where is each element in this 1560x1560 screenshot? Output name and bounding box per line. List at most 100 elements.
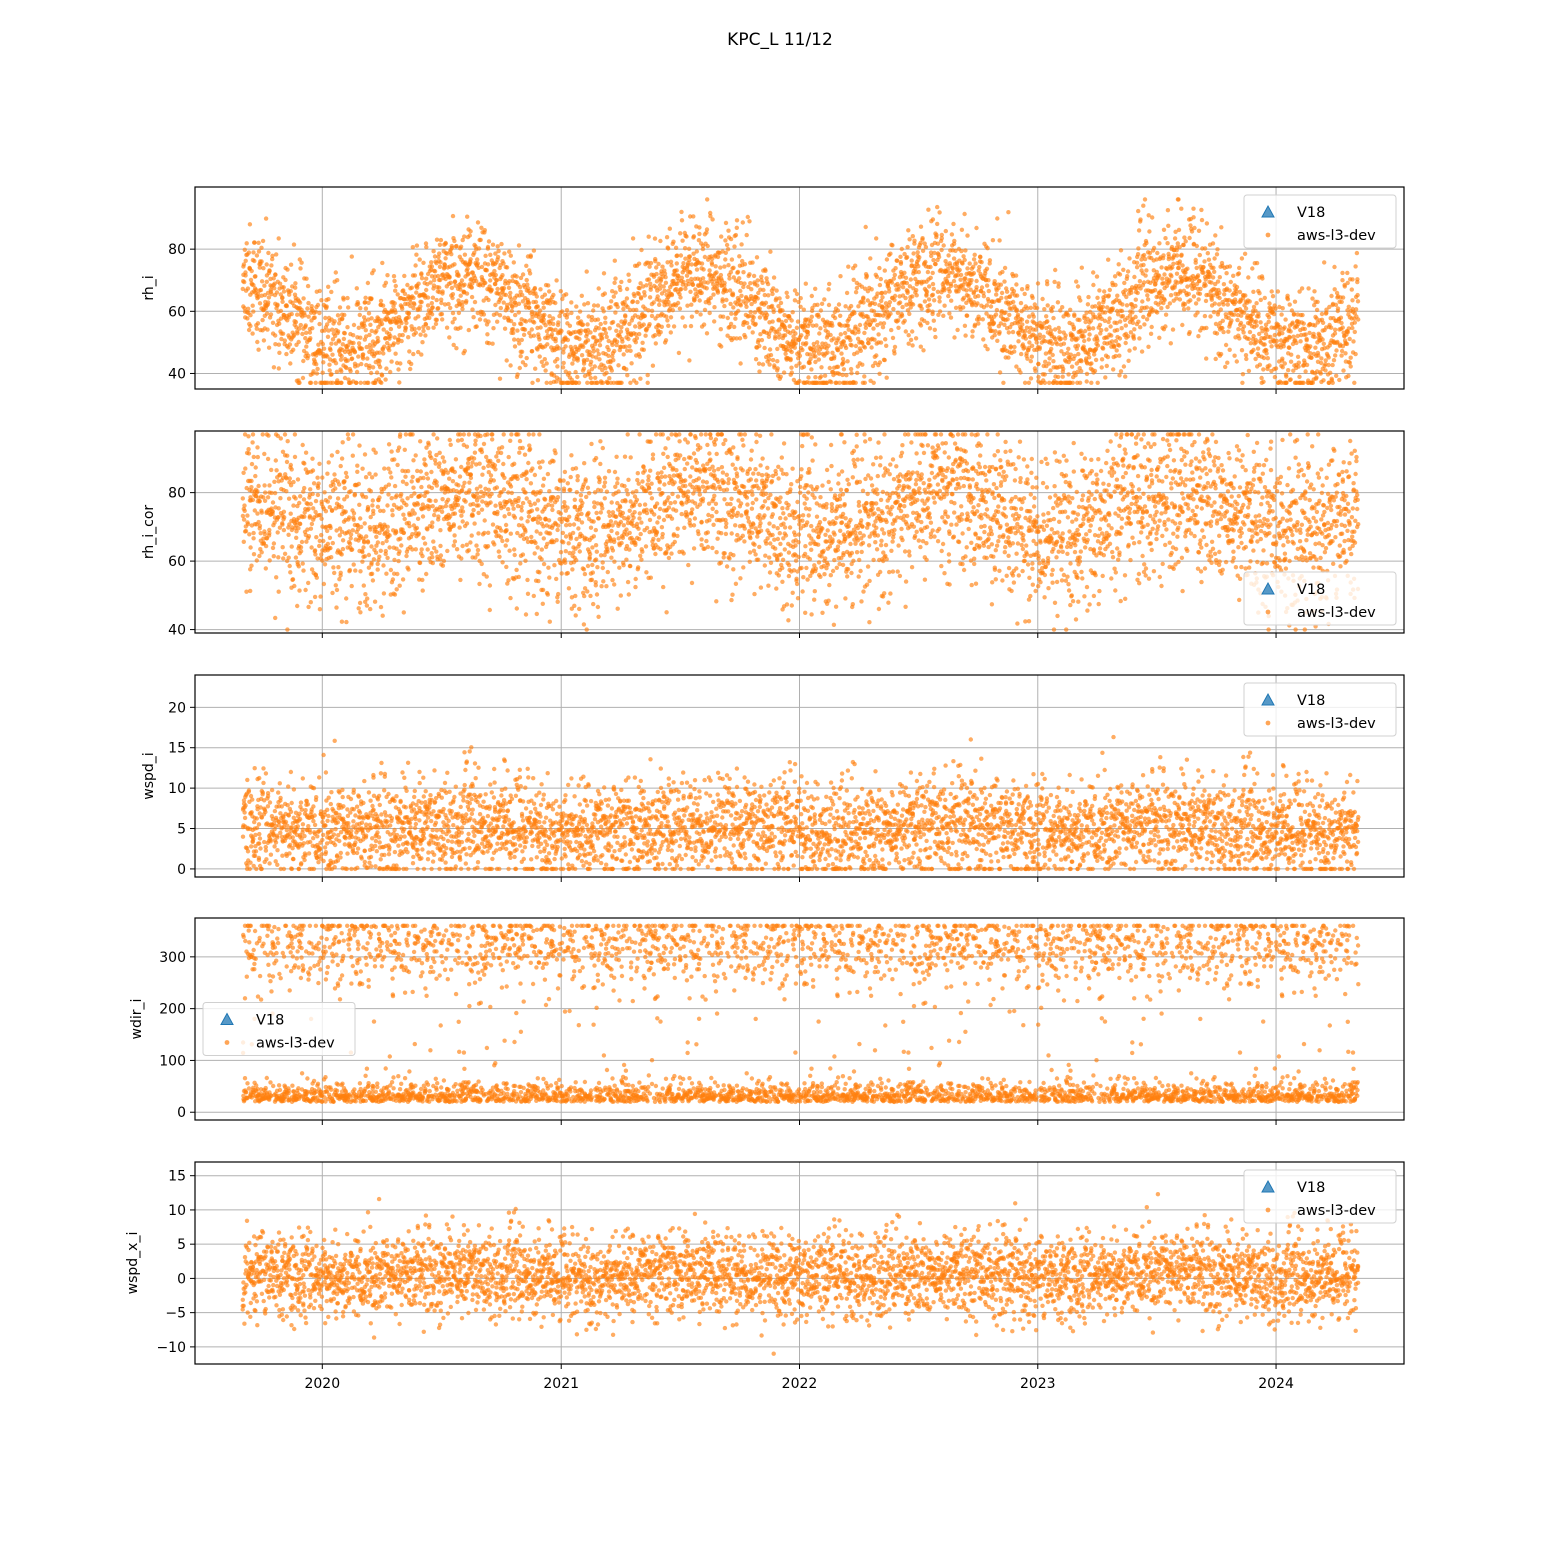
data-point <box>934 232 939 238</box>
data-point <box>1068 307 1073 312</box>
data-point <box>338 357 344 362</box>
data-point <box>1224 271 1229 276</box>
data-point <box>299 539 305 545</box>
data-point <box>497 376 503 381</box>
data-point <box>1286 368 1291 373</box>
data-point <box>889 280 895 285</box>
data-point <box>949 298 954 303</box>
data-point <box>700 276 706 281</box>
data-point <box>1264 351 1269 356</box>
data-point <box>392 278 397 284</box>
data-point <box>723 257 728 262</box>
data-point <box>694 249 699 254</box>
data-point <box>344 596 349 601</box>
data-point <box>344 494 350 499</box>
data-point <box>1314 307 1320 313</box>
data-point <box>357 443 362 448</box>
data-point <box>874 353 879 358</box>
data-point <box>1227 288 1232 293</box>
data-point <box>778 374 783 379</box>
data-point <box>1066 346 1071 351</box>
data-point <box>313 309 318 314</box>
data-point <box>843 304 848 309</box>
data-point <box>1280 356 1285 361</box>
data-point <box>474 324 479 329</box>
data-point <box>1166 223 1171 228</box>
data-point <box>1229 318 1234 323</box>
data-point <box>266 533 272 538</box>
data-point <box>558 289 563 294</box>
data-point <box>325 528 330 534</box>
data-point <box>660 264 665 269</box>
data-point <box>892 272 897 278</box>
data-point <box>288 361 293 366</box>
data-point <box>922 299 928 304</box>
data-point <box>1240 380 1245 385</box>
data-point <box>1003 310 1008 315</box>
data-point <box>357 600 363 606</box>
data-point <box>257 553 262 559</box>
data-point <box>407 349 412 354</box>
data-point <box>761 287 766 293</box>
data-point <box>276 515 281 520</box>
data-point <box>963 248 968 253</box>
data-point <box>277 281 283 286</box>
data-point <box>336 565 341 570</box>
data-point <box>1308 344 1313 349</box>
data-point <box>300 375 306 381</box>
data-point <box>877 282 883 288</box>
data-point <box>1034 305 1040 311</box>
data-point <box>904 280 909 286</box>
data-point <box>1162 297 1167 303</box>
data-point <box>313 498 319 504</box>
data-point <box>926 297 932 302</box>
data-point <box>753 357 759 362</box>
data-point <box>262 483 267 488</box>
data-point <box>1345 270 1350 276</box>
data-point <box>256 240 261 245</box>
data-point <box>347 541 353 546</box>
data-point <box>626 336 631 342</box>
data-point <box>1111 367 1116 372</box>
data-point <box>795 319 801 324</box>
data-point <box>534 294 539 299</box>
data-point <box>409 361 414 367</box>
data-point <box>874 236 879 241</box>
data-point <box>892 293 898 299</box>
data-point <box>429 312 435 317</box>
data-point <box>477 317 483 322</box>
data-point <box>264 279 269 284</box>
data-point <box>670 308 675 313</box>
data-point <box>505 306 510 311</box>
data-point <box>844 290 850 296</box>
data-point <box>765 281 771 287</box>
data-point <box>1291 311 1297 317</box>
data-point <box>1174 248 1179 253</box>
data-point <box>306 604 311 610</box>
data-point <box>872 318 877 323</box>
data-point <box>746 325 752 330</box>
data-point <box>707 310 712 316</box>
data-point <box>345 325 350 330</box>
data-point <box>1019 351 1024 357</box>
data-point <box>701 322 707 327</box>
data-point <box>1261 379 1266 384</box>
data-point <box>1040 296 1045 302</box>
data-point <box>1163 324 1168 329</box>
data-point <box>722 303 727 309</box>
data-point <box>1149 324 1154 330</box>
data-point <box>251 530 256 536</box>
data-point <box>385 273 390 278</box>
data-point <box>468 257 473 262</box>
data-point <box>933 334 938 340</box>
data-point <box>992 279 997 284</box>
data-point <box>684 234 689 239</box>
series-aws-l3-dev-points <box>240 197 1361 385</box>
data-point <box>316 485 321 490</box>
data-point <box>411 305 416 311</box>
data-point <box>688 289 693 294</box>
data-point <box>324 304 329 309</box>
data-point <box>435 273 441 279</box>
data-point <box>449 252 454 257</box>
data-point <box>337 305 343 310</box>
